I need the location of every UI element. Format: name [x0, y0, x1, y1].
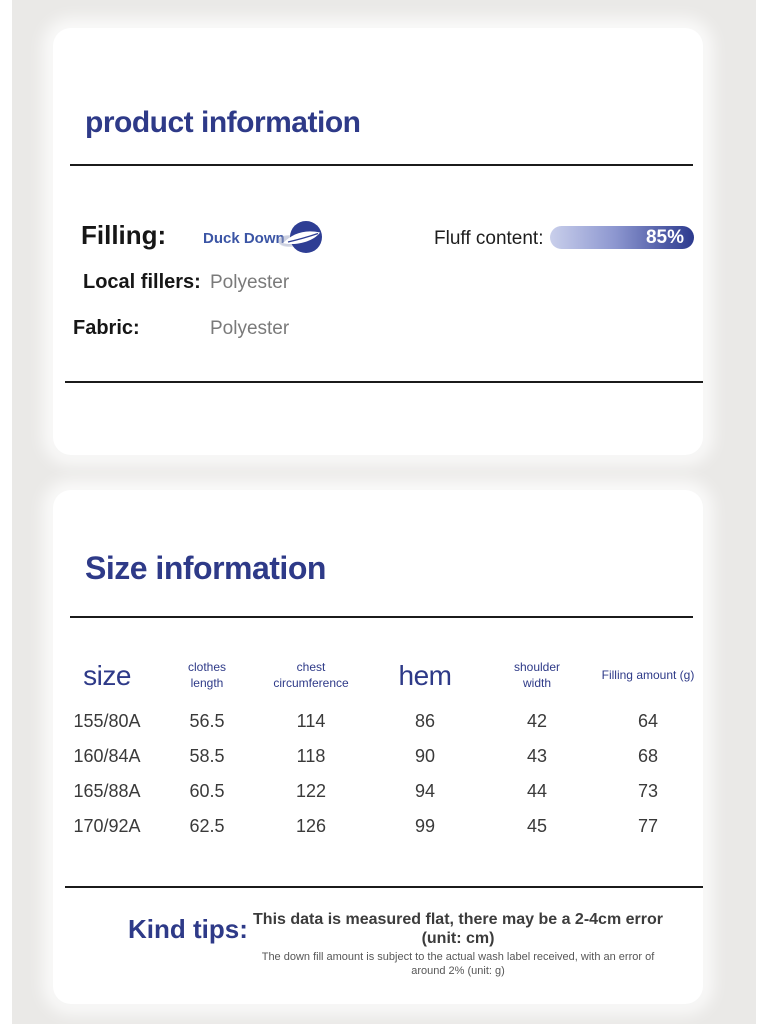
column-header-size: size: [83, 660, 131, 691]
cell-clothes-length: 60.5: [189, 781, 225, 801]
cell-filling-amount: 73: [637, 781, 659, 801]
cell-size: 165/88A: [73, 781, 141, 801]
cell-shoulder-width: 44: [526, 781, 548, 801]
filling-label: Filling:: [81, 220, 167, 250]
cell-size: 170/92A: [73, 816, 141, 836]
cell-shoulder-width: 43: [526, 746, 548, 766]
size-table-header-row: size clothes length chest circumference …: [53, 648, 703, 704]
cell-hem: 94: [414, 781, 436, 801]
table-row: 170/92A 62.5 126 99 45 77: [53, 809, 703, 844]
product-information-card: product information Filling: Duck Down F…: [53, 28, 703, 455]
column-header-chest-circumference: chest circumference: [273, 660, 349, 690]
size-table: size clothes length chest circumference …: [53, 648, 703, 844]
tip-line-2: The down fill amount is subject to the a…: [261, 951, 655, 977]
cell-hem: 99: [414, 816, 436, 836]
fluff-content-value: 85%: [645, 227, 684, 248]
size-information-card: Size information size clothes length che…: [53, 490, 703, 1004]
kind-tips-text: This data is measured flat, there may be…: [248, 910, 668, 978]
title-divider: [70, 164, 693, 166]
cell-chest-circumference: 118: [296, 746, 326, 766]
cell-chest-circumference: 114: [296, 711, 326, 731]
cell-filling-amount: 77: [637, 816, 659, 836]
section-divider: [65, 886, 703, 888]
fabric-value: Polyester: [210, 318, 290, 339]
filling-value-group: Duck Down: [203, 220, 325, 256]
product-information-title: product information: [85, 106, 361, 139]
cell-shoulder-width: 45: [526, 816, 548, 836]
cell-chest-circumference: 126: [295, 816, 327, 836]
cell-filling-amount: 64: [637, 711, 659, 731]
cell-filling-amount: 68: [637, 746, 659, 766]
cell-clothes-length: 56.5: [189, 711, 225, 731]
cell-shoulder-width: 42: [526, 711, 548, 731]
table-row: 165/88A 60.5 122 94 44 73: [53, 774, 703, 809]
cell-chest-circumference: 122: [295, 781, 327, 801]
fabric-label: Fabric:: [73, 317, 140, 339]
column-header-filling-amount: Filling amount (g): [601, 668, 695, 683]
cell-clothes-length: 58.5: [189, 746, 225, 766]
cell-size: 160/84A: [73, 746, 141, 766]
column-header-clothes-length: clothes length: [187, 660, 227, 690]
table-row: 155/80A 56.5 114 86 42 64: [53, 704, 703, 739]
column-header-hem: hem: [398, 660, 452, 691]
kind-tips-label: Kind tips:: [128, 914, 248, 944]
local-fillers-label: Local fillers:: [83, 271, 201, 293]
size-information-title: Size information: [85, 550, 326, 586]
feather-icon: [278, 221, 322, 253]
section-divider: [65, 381, 703, 383]
fluff-content-label: Fluff content:: [434, 228, 544, 249]
column-header-shoulder-width: shoulder width: [513, 660, 561, 690]
cell-hem: 86: [414, 711, 436, 731]
table-row: 160/84A 58.5 118 90 43 68: [53, 739, 703, 774]
filling-value: Duck Down: [203, 229, 285, 247]
fluff-content-bar: 85%: [550, 226, 694, 249]
cell-clothes-length: 62.5: [189, 816, 225, 836]
cell-hem: 90: [414, 746, 436, 766]
local-fillers-value: Polyester: [210, 272, 290, 293]
tip-line-1: This data is measured flat, there may be…: [253, 911, 663, 948]
cell-size: 155/80A: [73, 711, 141, 731]
title-divider: [70, 616, 693, 618]
